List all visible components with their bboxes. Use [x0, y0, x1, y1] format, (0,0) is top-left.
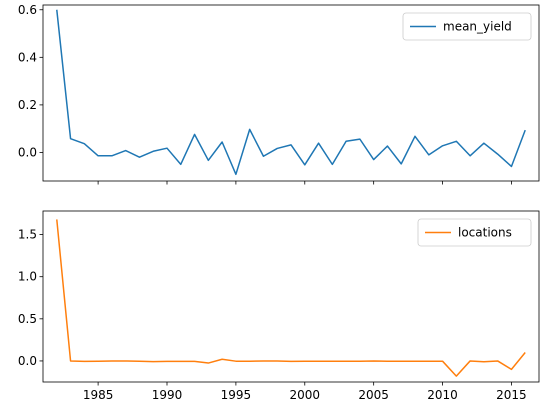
- subplot-locations: 0.0 0.5 1.0 1.5 1985 1990 1995 2000 2005 2010 2015…: [18, 210, 540, 402]
- y-tick-label: 0.5: [18, 312, 37, 326]
- x-tick-label: 1985: [83, 388, 114, 402]
- series-line-locations: [56, 219, 526, 377]
- y-tick-label: 0.4: [18, 50, 37, 64]
- legend-label: mean_yield: [443, 20, 512, 34]
- y-tick-label: 0.0: [18, 145, 37, 159]
- y-tick-label: 1.0: [18, 270, 37, 284]
- legend-box: [402, 12, 532, 41]
- axes-frame: [42, 4, 540, 182]
- x-tick-label: 2000: [290, 388, 321, 402]
- series-line-mean_yield: [56, 9, 526, 176]
- x-tick-label: 1990: [152, 388, 183, 402]
- y-tick-label: 0.6: [18, 3, 37, 17]
- x-tick-label: 1995: [221, 388, 252, 402]
- x-tick-label: 2010: [427, 388, 458, 402]
- legend-box: [417, 218, 532, 247]
- axes-frame: [42, 210, 540, 383]
- legend: locations: [417, 218, 532, 247]
- x-tick-label: 2005: [358, 388, 389, 402]
- y-tick-label: 1.5: [18, 228, 37, 242]
- y-tick-label: 0.0: [18, 354, 37, 368]
- legend-label: locations: [458, 226, 512, 240]
- subplot-mean-yield: 0.0 0.2 0.4 0.6 mean_yield: [18, 3, 540, 185]
- x-tick-label: 2015: [496, 388, 527, 402]
- y-tick-label: 0.2: [18, 98, 37, 112]
- legend: mean_yield: [402, 12, 532, 41]
